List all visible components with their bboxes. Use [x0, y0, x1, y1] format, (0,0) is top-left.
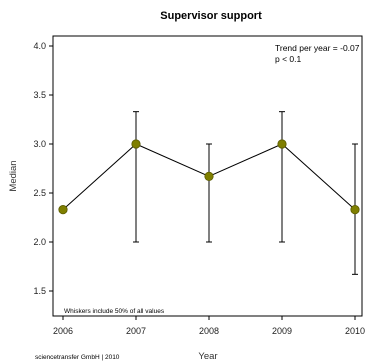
y-tick-label: 2.0	[33, 237, 46, 247]
data-point-2006	[58, 205, 68, 215]
data-point-2007	[131, 139, 141, 149]
x-tick-label: 2007	[126, 326, 146, 336]
whiskers	[133, 111, 358, 275]
data-point-2008	[204, 171, 214, 181]
y-tick-label: 2.5	[33, 188, 46, 198]
y-tick-label: 4.0	[33, 41, 46, 51]
chart-title: Supervisor support	[160, 10, 262, 22]
plot-frame	[52, 35, 363, 317]
x-tick-label: 2006	[53, 326, 73, 336]
y-tick-label: 3.0	[33, 139, 46, 149]
y-axis-label: Median	[8, 160, 19, 191]
data-point-2010	[350, 205, 360, 215]
x-tick-label: 2008	[199, 326, 219, 336]
whiskers-note: Whiskers include 50% of all values	[64, 308, 165, 315]
data-points	[58, 139, 360, 215]
x-tick-label: 2009	[272, 326, 292, 336]
pvalue-annotation: p < 0.1	[275, 54, 302, 64]
y-tick-label: 1.5	[33, 286, 46, 296]
y-tick-label: 3.5	[33, 90, 46, 100]
x-tick-label: 2010	[345, 326, 365, 336]
data-point-2009	[277, 139, 287, 149]
x-axis-label: Year	[198, 351, 217, 362]
x-axis: 2006 2007 2008 2009 2010	[53, 316, 365, 336]
y-axis: 1.5 2.0 2.5 3.0 3.5 4.0	[33, 41, 53, 296]
credit-text: sciencetransfer GmbH | 2010	[35, 354, 120, 361]
trend-annotation: Trend per year = -0.07	[275, 43, 360, 53]
